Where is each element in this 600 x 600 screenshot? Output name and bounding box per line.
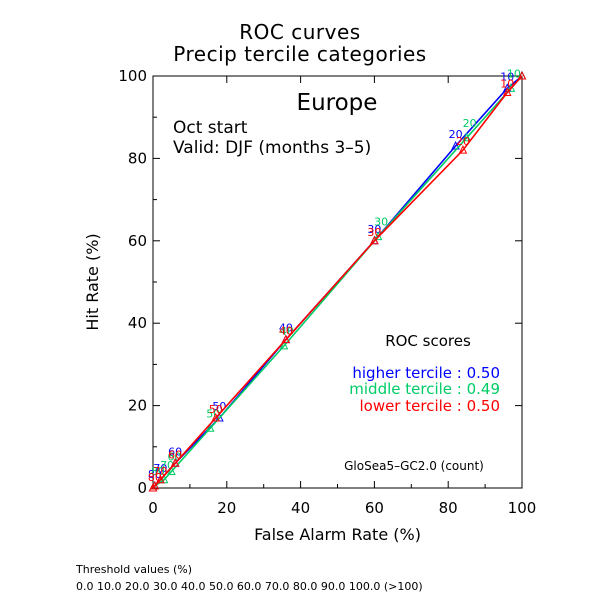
y-tick-label: 100	[118, 67, 147, 85]
threshold-label-lower-tercile: 60	[168, 448, 182, 461]
x-tick-label: 100	[508, 499, 537, 517]
data-point-lower-tercile	[370, 235, 379, 245]
roc-score-lower-tercile: lower tercile : 0.50	[359, 397, 500, 415]
threshold-label-higher-tercile: 10	[500, 70, 514, 83]
threshold-label-middle-tercile: 30	[374, 216, 388, 229]
y-axis-label: Hit Rate (%)	[83, 233, 102, 330]
y-tick-label: 40	[128, 314, 147, 332]
y-tick-label: 60	[128, 232, 147, 250]
data-point-middle-tercile	[279, 340, 289, 350]
threshold-label-higher-tercile: 60	[168, 445, 182, 458]
x-tick-label: 60	[365, 499, 384, 517]
threshold-heading: Threshold values (%)	[76, 563, 193, 576]
data-point-lower-tercile	[517, 70, 527, 80]
data-point-lower-tercile	[150, 480, 160, 490]
threshold-label-lower-tercile: 10	[500, 77, 514, 90]
x-tick-label: 20	[217, 499, 236, 517]
data-point-middle-tercile	[167, 466, 176, 476]
threshold-label-middle-tercile: 10	[507, 67, 521, 80]
threshold-label-middle-tercile: 20	[463, 117, 477, 130]
threshold-label-higher-tercile: 70	[153, 462, 167, 475]
threshold-values: 0.0 10.0 20.0 30.0 40.0 50.0 60.0 70.0 8…	[76, 580, 423, 593]
x-tick-label: 0	[148, 499, 158, 517]
y-tick-label: 0	[137, 479, 147, 497]
x-axis-label: False Alarm Rate (%)	[254, 525, 421, 544]
region-label: Europe	[297, 90, 378, 116]
roc-score-higher-tercile: higher tercile : 0.50	[352, 364, 500, 382]
roc-scores-heading: ROC scores	[385, 332, 471, 350]
threshold-label-lower-tercile: 40	[279, 325, 293, 338]
data-point-middle-tercile	[506, 83, 516, 92]
y-tick-label: 80	[128, 149, 147, 167]
data-point-middle-tercile	[205, 423, 215, 432]
roc-score-middle-tercile: middle tercile : 0.49	[349, 380, 500, 398]
model-label: GloSea5–GC2.0 (count)	[344, 459, 484, 473]
threshold-label-middle-tercile: 80	[151, 465, 165, 478]
threshold-label-higher-tercile: 80	[148, 468, 162, 481]
threshold-label-lower-tercile: 70	[153, 465, 167, 478]
chart-title: ROC curves	[239, 20, 361, 44]
data-point-lower-tercile	[281, 334, 291, 344]
data-point-lower-tercile	[458, 145, 468, 154]
data-point-lower-tercile	[211, 412, 221, 422]
threshold-label-lower-tercile: 30	[367, 226, 381, 239]
threshold-label-lower-tercile: 50	[209, 403, 223, 416]
x-tick-label: 40	[291, 499, 310, 517]
data-point-lower-tercile	[148, 482, 158, 492]
data-point-lower-tercile	[156, 474, 165, 484]
x-tick-label: 80	[439, 499, 458, 517]
data-point-lower-tercile	[502, 87, 512, 96]
start-label: Oct start	[173, 118, 248, 138]
threshold-label-higher-tercile: 20	[449, 128, 463, 141]
data-point-lower-tercile	[170, 458, 180, 467]
valid-label: Valid: DJF (months 3–5)	[173, 138, 371, 158]
threshold-label-lower-tercile: 20	[456, 135, 470, 148]
y-tick-label: 20	[128, 397, 147, 415]
chart-subtitle: Precip tercile categories	[173, 42, 427, 66]
data-point-middle-tercile	[462, 132, 471, 142]
threshold-label-higher-tercile: 40	[279, 322, 293, 335]
